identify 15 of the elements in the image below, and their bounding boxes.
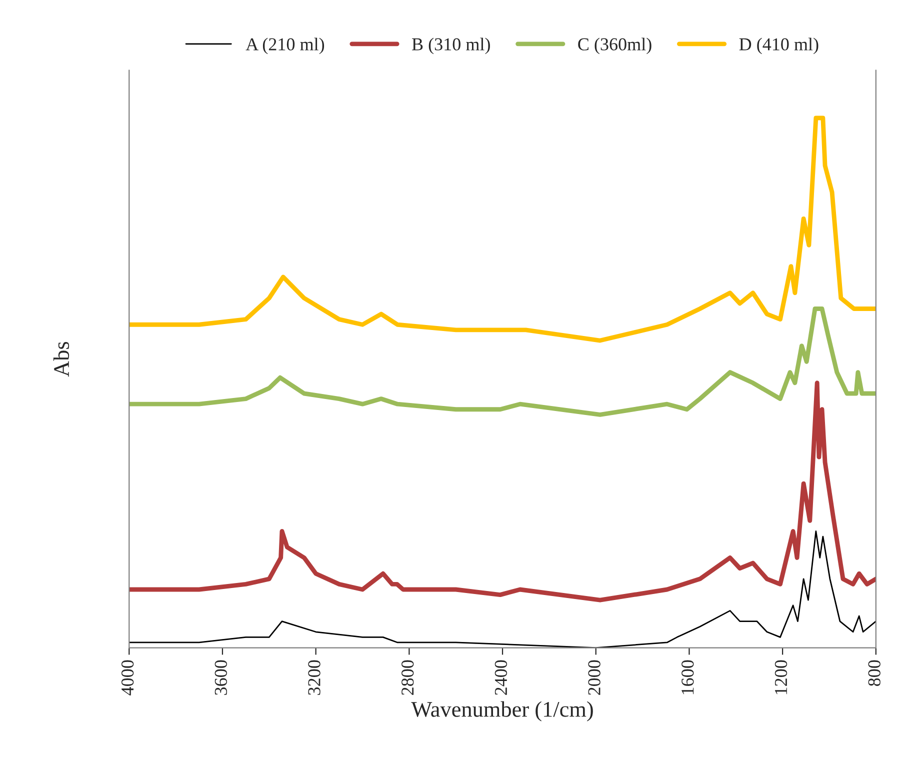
legend-label: B (310 ml)	[412, 38, 490, 54]
x-tick-label: 1600	[682, 660, 694, 694]
x-tick-label: 800	[868, 660, 880, 686]
x-tick-label: 2400	[494, 660, 508, 695]
y-axis-title: Abs	[53, 342, 70, 377]
legend-label: A (210 ml)	[246, 38, 324, 54]
x-tick-label: 3200	[308, 660, 320, 695]
legend-label: C (360ml)	[578, 38, 652, 54]
x-tick-label: 2800	[402, 660, 414, 695]
x-tick-label: 4000	[121, 660, 134, 696]
x-tick-label: 3600	[214, 660, 227, 695]
x-tick-label: 2000	[588, 660, 600, 695]
legend-label: D (410 ml)	[739, 38, 818, 54]
x-tick-label: 1200	[774, 660, 788, 694]
x-axis-title: Wavenumber (1/cm)	[411, 701, 593, 722]
